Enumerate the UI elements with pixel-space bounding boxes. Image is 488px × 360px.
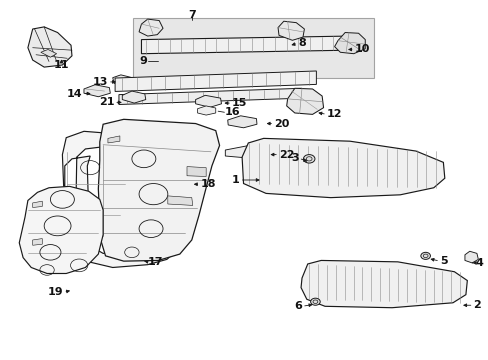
Text: 18: 18 — [200, 179, 216, 189]
Circle shape — [420, 252, 429, 259]
Text: 11: 11 — [54, 60, 69, 70]
Polygon shape — [84, 85, 110, 97]
Circle shape — [303, 154, 314, 163]
Text: 2: 2 — [472, 300, 480, 310]
Text: 10: 10 — [354, 45, 369, 54]
Polygon shape — [242, 138, 444, 198]
Text: 15: 15 — [232, 98, 247, 108]
Polygon shape — [62, 131, 176, 267]
Text: 21: 21 — [99, 98, 114, 107]
Text: 5: 5 — [439, 256, 447, 266]
Text: 19: 19 — [48, 287, 63, 297]
Text: 1: 1 — [231, 175, 239, 185]
Polygon shape — [19, 186, 103, 274]
Polygon shape — [98, 119, 219, 261]
Text: 9: 9 — [140, 56, 147, 66]
Polygon shape — [464, 251, 477, 263]
Circle shape — [310, 298, 320, 305]
Polygon shape — [41, 49, 57, 57]
Polygon shape — [278, 21, 304, 40]
Polygon shape — [115, 71, 316, 91]
Polygon shape — [167, 196, 192, 206]
Polygon shape — [33, 239, 42, 245]
Text: 16: 16 — [224, 107, 240, 117]
Text: 8: 8 — [298, 38, 305, 48]
Polygon shape — [286, 88, 323, 114]
Polygon shape — [186, 167, 206, 176]
Text: 7: 7 — [187, 10, 195, 20]
Bar — [133, 18, 373, 78]
Polygon shape — [108, 136, 120, 143]
Polygon shape — [112, 75, 137, 87]
Text: 3: 3 — [290, 153, 298, 163]
Polygon shape — [119, 88, 302, 104]
Polygon shape — [225, 145, 273, 158]
Polygon shape — [33, 201, 42, 207]
Text: 14: 14 — [67, 89, 82, 99]
Text: 22: 22 — [279, 150, 294, 159]
Polygon shape — [227, 116, 256, 128]
Text: 6: 6 — [293, 301, 302, 311]
Text: 13: 13 — [92, 77, 108, 87]
Polygon shape — [197, 106, 215, 115]
Polygon shape — [141, 36, 349, 54]
Polygon shape — [334, 32, 365, 54]
Polygon shape — [28, 27, 72, 67]
Polygon shape — [301, 260, 467, 308]
Text: 20: 20 — [274, 118, 289, 129]
Text: 17: 17 — [147, 257, 163, 267]
Text: 4: 4 — [474, 258, 482, 268]
Text: 12: 12 — [326, 109, 342, 120]
Polygon shape — [195, 95, 221, 107]
Polygon shape — [139, 19, 163, 36]
Polygon shape — [122, 91, 145, 103]
